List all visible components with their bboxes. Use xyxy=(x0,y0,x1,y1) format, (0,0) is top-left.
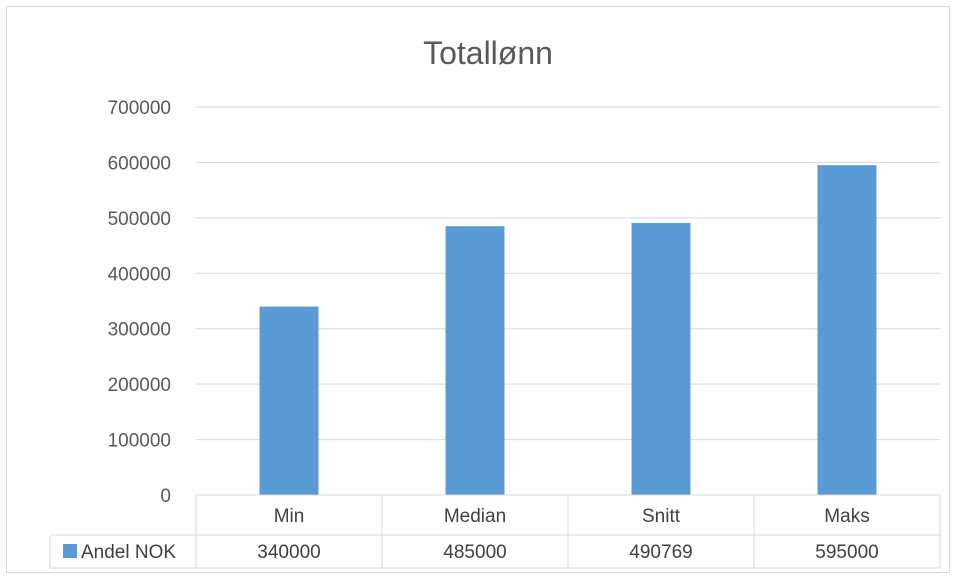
bar-median xyxy=(445,226,505,495)
y-axis-ticks: 0 100000 200000 300000 400000 500000 600000 700… xyxy=(108,98,171,507)
data-table-value: 490769 xyxy=(629,542,692,563)
x-tick-label: Median xyxy=(444,506,506,527)
y-tick-label: 700000 xyxy=(108,98,171,119)
legend-series-name: Andel NOK xyxy=(81,542,176,563)
legend-key-swatch xyxy=(63,544,77,558)
bar-snitt xyxy=(631,222,691,495)
data-table: Min 340000 Median 485000 Snitt 490769 Maks 5950… xyxy=(49,494,941,569)
chart-title: Totallønn xyxy=(423,35,553,71)
y-tick-label: 400000 xyxy=(108,264,171,285)
bar-maks xyxy=(817,165,877,495)
data-table-value: 340000 xyxy=(257,542,320,563)
y-tick-label: 600000 xyxy=(108,153,171,174)
data-table-value: 485000 xyxy=(443,542,506,563)
data-table-value: 595000 xyxy=(815,542,878,563)
x-tick-label: Min xyxy=(274,506,305,527)
y-tick-label: 200000 xyxy=(108,375,171,396)
y-tick-label: 300000 xyxy=(108,320,171,341)
bar-min xyxy=(259,306,319,495)
y-tick-label: 500000 xyxy=(108,209,171,230)
gridlines xyxy=(196,106,940,441)
y-tick-label: 100000 xyxy=(108,431,171,452)
y-tick-label: 0 xyxy=(160,486,171,507)
x-tick-label: Snitt xyxy=(642,506,681,527)
x-tick-label: Maks xyxy=(824,506,869,527)
bars xyxy=(259,165,877,495)
